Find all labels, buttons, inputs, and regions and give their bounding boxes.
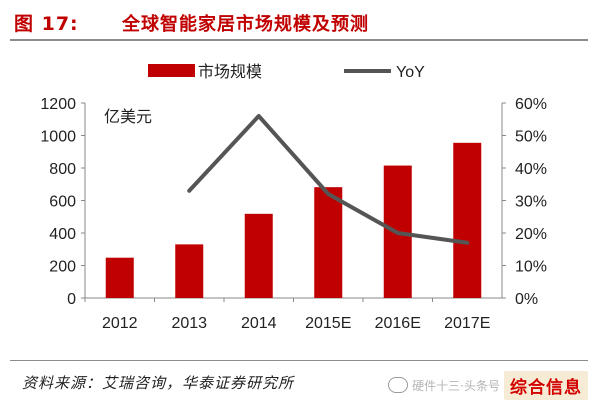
y-tick-label: 600 [49,194,76,211]
x-tick-label: 2015E [305,315,351,332]
yoy-point [465,241,469,245]
yoy-point [326,192,330,196]
y2-tick-label: 30% [515,194,547,211]
legend-label-bar: 市场规模 [198,63,262,81]
yoy-point [257,114,261,118]
x-tick-label: 2014 [241,315,277,332]
y-tick-label: 200 [49,259,76,276]
y2-tick-label: 20% [515,226,547,243]
footer-rule [10,360,588,361]
y2-tick-label: 50% [515,129,547,146]
y-tick-label: 0 [67,291,76,308]
figure-header: 图 17: 全球智能家居市场规模及预测 [10,5,588,35]
wechat-icon [388,377,409,393]
x-tick-label: 2016E [375,315,421,332]
yoy-point [396,231,400,235]
figure-number: 图 17: [14,13,79,35]
watermark-text: 硬件十三·头条号 [412,378,500,393]
x-tick-label: 2017E [444,315,490,332]
yoy-point [187,189,191,193]
y2-tick-label: 0% [515,291,538,308]
watermark-brand: 综合信息 [504,370,588,400]
figure-title: 全球智能家居市场规模及预测 [122,14,369,35]
y2-tick-label: 40% [515,161,547,178]
y-tick-label: 800 [49,161,76,178]
y2-tick-label: 10% [515,259,547,276]
legend-label-line: YoY [396,64,425,81]
market-size-chart: 0 200 400 600 800 1000 1200 0% 10% 20% 30% 40% 50% 60… [40,63,547,332]
legend-swatch-bar [148,64,195,77]
bar [175,244,204,298]
bar [244,213,273,298]
bar [105,257,134,298]
source-note: 资料来源：艾瑞咨询，华泰证券研究所 [22,374,295,392]
x-tick-label: 2013 [171,315,207,332]
y-unit-label: 亿美元 [104,108,152,126]
x-tick-label: 2012 [102,315,138,332]
bar [453,142,482,298]
watermark: 硬件十三·头条号 综合信息 [388,370,588,400]
bar [314,187,343,298]
y2-tick-label: 60% [515,96,547,113]
y-tick-label: 1000 [40,129,76,146]
y-tick-label: 1200 [40,96,76,113]
y-tick-label: 400 [49,226,76,243]
header-rule [10,39,588,41]
